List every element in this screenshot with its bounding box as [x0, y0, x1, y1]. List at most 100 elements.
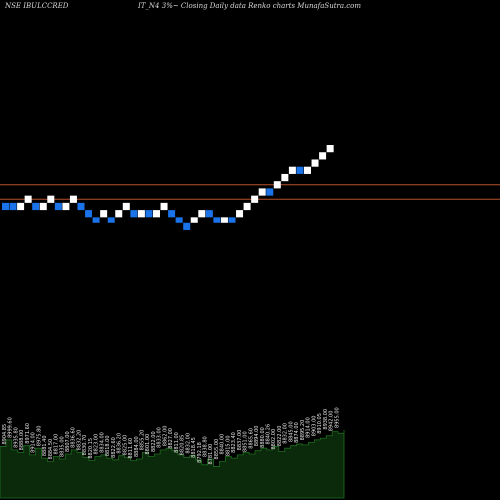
- volume-label: 8884.00: [134, 436, 140, 457]
- renko-brick-up: [190, 217, 198, 223]
- volume-label: 8820.15: [88, 438, 94, 459]
- volume-label: 8894.00: [254, 426, 260, 447]
- renko-brick-down: [85, 210, 93, 218]
- renko-brick-down: [168, 210, 176, 218]
- volume-label: 8865.60: [248, 428, 254, 449]
- volume-label: 8840.26: [266, 424, 272, 445]
- volume-label: 8827.00: [168, 428, 174, 449]
- volume-label: 8834.00: [99, 432, 105, 453]
- volume-label: 8835.00: [59, 436, 65, 457]
- renko-brick-up: [288, 166, 296, 174]
- volume-label: 8855.00: [214, 439, 220, 460]
- volume-label: 8818.00: [105, 435, 111, 456]
- volume-labels: 8904.85 8999.60 8935.80 8888.00 8971.60 8914.…: [2, 407, 340, 464]
- renko-brick-up: [198, 210, 206, 218]
- volume-label: 8938.00: [323, 409, 329, 430]
- renko-brick-down: [296, 166, 304, 174]
- volume-label: 8832.20: [76, 430, 82, 451]
- volume-label: 8811.00: [174, 432, 180, 453]
- volume-label: 8802.00: [271, 429, 277, 450]
- volume-label: 8822.00: [277, 426, 283, 447]
- volume-label: 8888.00: [19, 430, 25, 451]
- renko-brick-up: [281, 173, 289, 182]
- renko-brick-down: [175, 217, 183, 223]
- renko-brick-down: [213, 217, 221, 223]
- volume-label: 8820.85: [180, 435, 186, 456]
- renko-brick-down: [32, 202, 40, 211]
- volume-label: 8840.00: [220, 434, 226, 455]
- renko-brick-up: [122, 202, 130, 211]
- renko-brick-down: [107, 217, 115, 223]
- renko-brick-down: [2, 202, 9, 211]
- renko-brick-up: [273, 181, 281, 189]
- volume-label: 8999.60: [8, 417, 14, 438]
- volume-panel: [0, 429, 345, 499]
- volume-label: 8823.40: [231, 432, 237, 453]
- volume-label: 8935.80: [13, 427, 19, 448]
- renko-brick-up: [319, 152, 327, 160]
- renko-brick-up: [326, 145, 334, 153]
- volume-label: 8832.00: [185, 433, 191, 454]
- volume-label: 8914.00: [31, 432, 37, 453]
- renko-brick-down: [92, 217, 100, 223]
- renko-brick-up: [311, 159, 319, 167]
- renko-brick-down: [183, 222, 191, 230]
- renko-brick-down: [130, 210, 138, 218]
- chart-symbol-label: NSE IBULCCRED: [5, 2, 69, 10]
- renko-brick-up: [24, 195, 32, 203]
- renko-brick-down: [228, 217, 236, 223]
- renko-brick-up: [258, 188, 266, 196]
- volume-label: 8836.20: [117, 433, 123, 454]
- volume-label: 8781.00: [208, 444, 214, 465]
- renko-brick-up: [17, 202, 25, 211]
- renko-brick-down: [205, 210, 213, 218]
- renko-brick-up: [100, 210, 108, 218]
- volume-label: 8904.85: [2, 424, 8, 445]
- renko-brick-up: [304, 166, 311, 174]
- renko-brick-down: [9, 202, 17, 211]
- renko-brick-up: [115, 210, 123, 218]
- volume-label: 8895.20: [300, 420, 306, 441]
- renko-brick-up: [47, 195, 55, 203]
- volume-label: 8801.00: [145, 434, 151, 455]
- volume-label: 8815.00: [225, 435, 231, 456]
- renko-brick-up: [62, 202, 70, 211]
- level-lines: [0, 184, 500, 200]
- volume-label: 8881.40: [42, 435, 48, 456]
- renko-brick-up: [160, 202, 168, 211]
- renko-brick-down: [266, 188, 274, 196]
- renko-bricks: [2, 145, 334, 230]
- volume-label: 8792.18: [197, 442, 203, 463]
- volume-label: 8807.00: [65, 431, 71, 452]
- volume-label: 8822.60: [111, 437, 117, 458]
- volume-label: 8862.00: [162, 426, 168, 447]
- volume-label: 8975.80: [36, 426, 42, 447]
- renko-brick-up: [251, 195, 259, 203]
- volume-label: 8832.00: [283, 423, 289, 444]
- renko-brick-down: [145, 210, 153, 218]
- volume-label: 8823.00: [94, 434, 100, 455]
- volume-label: 8836.60: [71, 427, 77, 448]
- volume-label: 8874.00: [294, 422, 300, 443]
- volume-label: 8830.70: [82, 435, 88, 456]
- volume-label: 8811.60: [128, 438, 134, 459]
- volume-label: 8880.00: [260, 427, 266, 448]
- volume-label: 8955.00: [334, 407, 340, 428]
- volume-label: 8825.00: [122, 435, 128, 456]
- renko-brick-down: [54, 202, 62, 211]
- volume-label: 8942.00: [329, 411, 335, 432]
- volume-label: 8971.60: [25, 423, 31, 444]
- renko-brick-up: [220, 217, 228, 223]
- volume-label: 8837.00: [237, 430, 243, 451]
- renko-brick-up: [137, 210, 145, 218]
- volume-area: [0, 429, 345, 499]
- volume-label: 8851.00: [243, 431, 249, 452]
- chart-caption: IT_N4 3%~ Closing Daily data Renko chart…: [138, 2, 362, 10]
- volume-label: 8818.45: [191, 437, 197, 458]
- renko-brick-down: [77, 202, 85, 211]
- renko-brick-up: [39, 202, 47, 211]
- volume-label: 8845.00: [288, 421, 294, 442]
- renko-brick-up: [69, 195, 77, 203]
- volume-label: 8914.00: [306, 417, 312, 438]
- volume-label: 8855.20: [139, 430, 145, 451]
